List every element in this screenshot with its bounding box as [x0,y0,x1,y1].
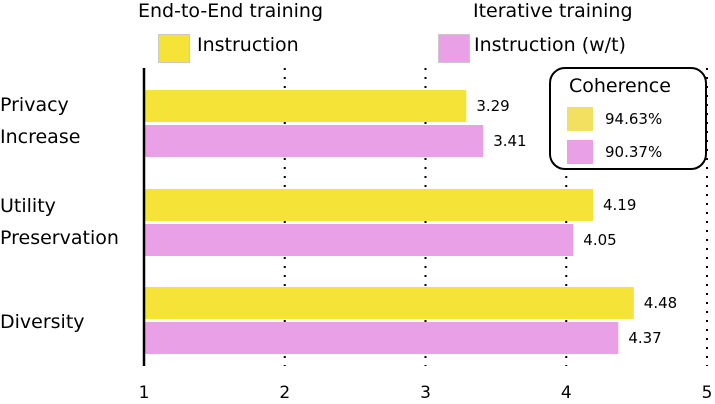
category-label-diversity: Diversity [0,306,85,338]
coherence-value-instruction: 94.63% [605,110,663,128]
coherence-swatch-instruction [567,107,593,131]
bar-value-label: 3.41 [493,132,526,150]
bar-value-label: 4.37 [628,329,661,347]
legend-swatch-instruction-wt [438,34,470,63]
bar-value-label: 4.48 [644,294,677,312]
bar-value-label: 3.29 [476,97,509,115]
bar [144,90,467,122]
bar [144,287,634,319]
bar-value-label: 4.19 [603,196,636,214]
bar-value-label: 4.05 [583,231,616,249]
x-tick-label: 3 [420,383,431,403]
legend-group2-title: Iterative training [473,0,633,22]
bar [144,125,484,157]
x-tick-label: 4 [561,383,572,403]
category-label-utility-preservation: Utility Preservation [0,190,119,254]
coherence-title: Coherence [569,75,671,97]
bar [144,189,593,221]
bar [144,224,574,256]
legend-label-instruction: Instruction [197,34,299,56]
bar [144,322,619,354]
legend-swatch-instruction [158,34,190,63]
category-label-line: Privacy [0,94,69,116]
category-label-privacy-increase: Privacy Increase [0,89,80,153]
category-label-line: Diversity [0,311,85,333]
legend-label-instruction-wt: Instruction (w/t) [474,34,626,56]
coherence-swatch-instruction-wt [567,140,593,164]
legend-group1-title: End-to-End training [138,0,323,22]
coherence-box: Coherence 94.63% 90.37% [549,67,707,170]
category-label-line: Utility [0,195,56,217]
x-tick-label: 2 [279,383,290,403]
category-label-line: Preservation [0,227,119,249]
category-label-line: Increase [0,126,81,148]
x-tick-label: 5 [702,383,713,403]
x-tick-label: 1 [139,383,150,403]
coherence-value-instruction-wt: 90.37% [605,143,663,161]
